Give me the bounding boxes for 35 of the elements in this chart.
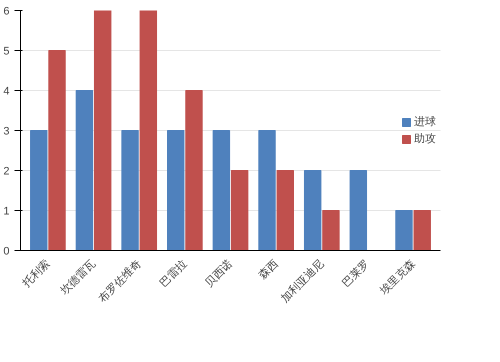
bar (322, 210, 340, 250)
y-tick-label: 1 (3, 206, 10, 218)
x-tick-label: 埃里克森 (376, 256, 418, 298)
y-tick-label: 6 (3, 6, 10, 18)
bar (48, 50, 66, 250)
bar (30, 130, 48, 250)
x-tick-label: 巴莱罗 (340, 256, 372, 290)
bar (304, 170, 322, 250)
bar (212, 130, 230, 250)
y-tick-label: 5 (3, 46, 10, 58)
bar (230, 170, 248, 250)
bar (258, 130, 276, 250)
bar (185, 90, 203, 250)
x-tick-label: 布罗佐维奇 (96, 256, 144, 305)
bar (76, 90, 94, 250)
bar (276, 170, 294, 250)
bar (140, 10, 158, 250)
y-tick-label: 0 (3, 246, 10, 258)
y-tick-label: 4 (3, 86, 10, 98)
x-tick-label: 加利亚迪尼 (278, 256, 326, 305)
x-tick-label: 森西 (256, 256, 281, 282)
legend-label: 进球 (414, 114, 436, 129)
legend-label: 助攻 (414, 131, 436, 146)
x-tick-label: 贝西诺 (202, 256, 236, 290)
x-tick-label: 坎德雷瓦 (57, 256, 98, 298)
bar (395, 210, 413, 250)
bar (121, 130, 139, 250)
bar (167, 130, 184, 250)
bar (94, 10, 112, 250)
x-tick-label: 巴雷拉 (156, 256, 190, 290)
bar (350, 170, 368, 250)
x-tick-label: 托利索 (19, 256, 52, 290)
y-tick-label: 3 (3, 126, 10, 138)
y-tick-label: 2 (3, 166, 10, 178)
bar (414, 210, 431, 250)
